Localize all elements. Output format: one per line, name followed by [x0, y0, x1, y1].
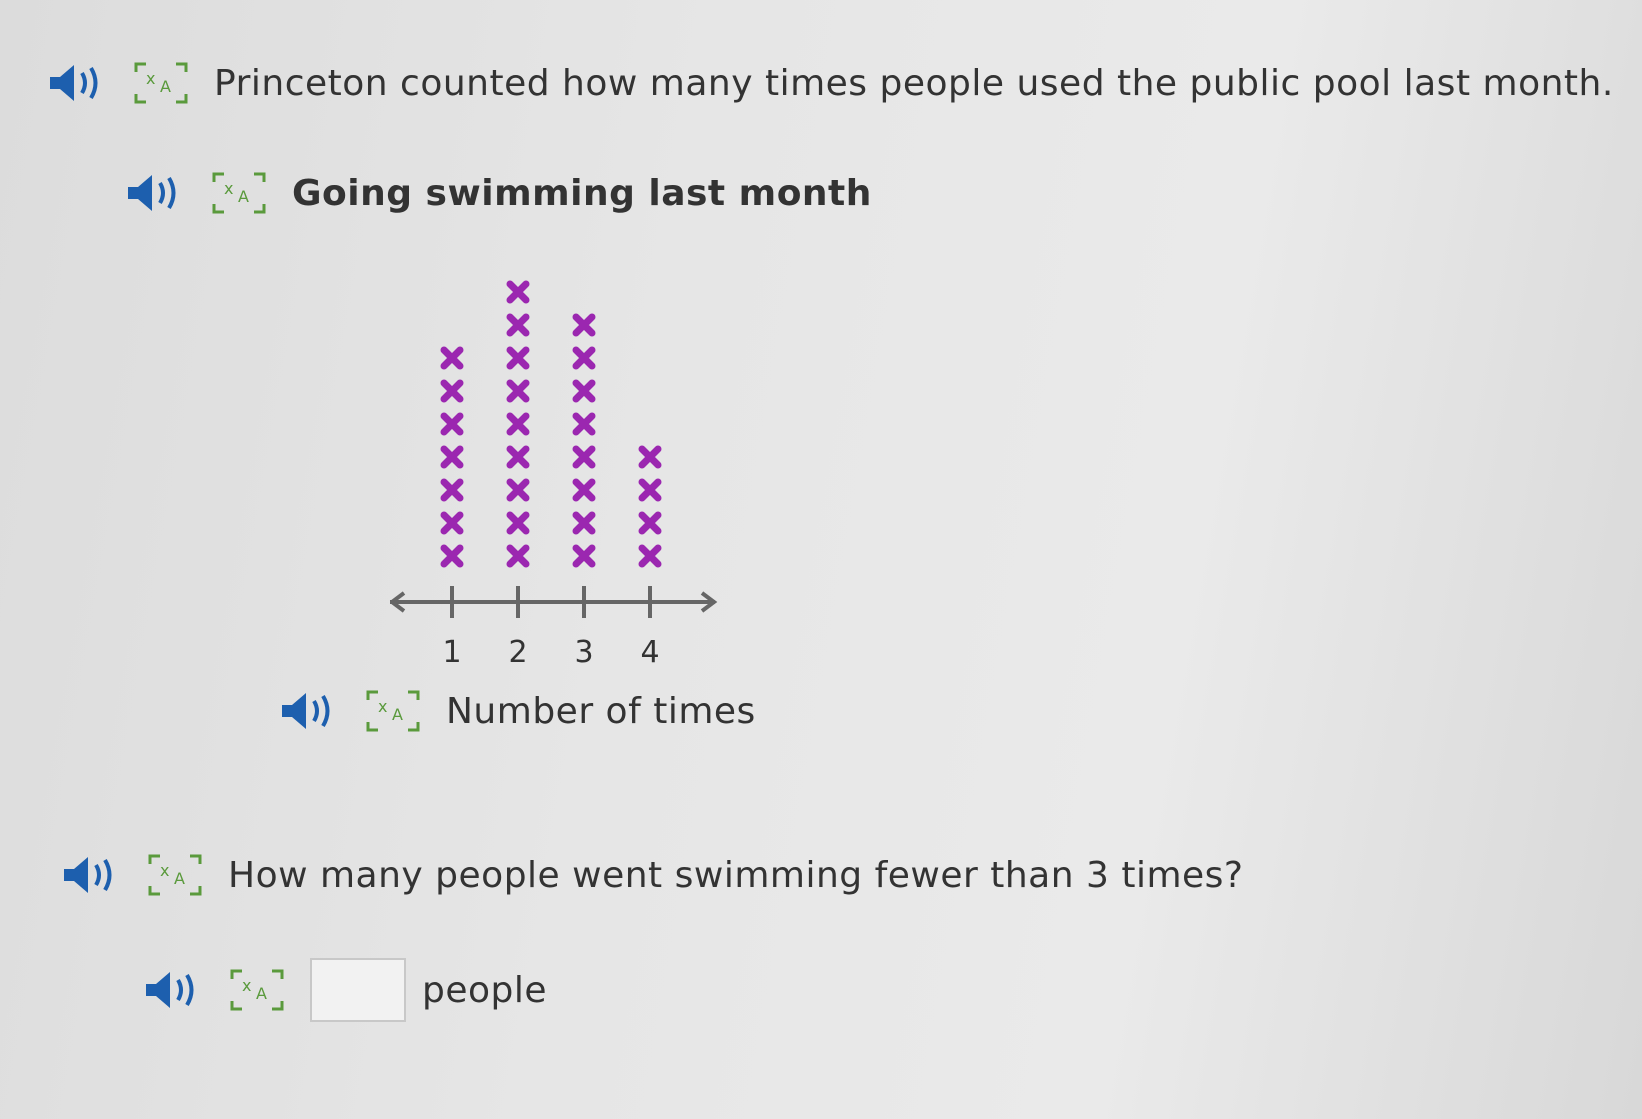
- tick-label: 4: [640, 635, 659, 670]
- svg-text:A: A: [392, 705, 403, 724]
- x-marker: [440, 511, 464, 535]
- x-marker: [506, 544, 530, 568]
- x-axis-label: Number of times: [446, 690, 756, 732]
- x-marker: [506, 379, 530, 403]
- x-marker: [572, 544, 596, 568]
- x-marker: [506, 280, 530, 304]
- svg-text:x: x: [160, 861, 169, 880]
- speaker-icon[interactable]: [62, 855, 146, 895]
- x-marker: [440, 346, 464, 370]
- x-marker: [572, 313, 596, 337]
- tick-label: 3: [574, 635, 593, 670]
- dot-plot: 1 2 3 4: [390, 280, 718, 670]
- speaker-icon[interactable]: [126, 173, 210, 213]
- x-marker: [572, 412, 596, 436]
- question-text: How many people went swimming fewer than…: [228, 854, 1244, 896]
- left-arrow: [390, 591, 406, 613]
- right-arrow: [700, 591, 718, 613]
- x-marker: [638, 511, 662, 535]
- x-marker: [506, 511, 530, 535]
- chart-title: Going swimming last month: [292, 172, 872, 214]
- x-marker: [638, 445, 662, 469]
- answer-unit: people: [422, 969, 548, 1011]
- x-marker: [440, 379, 464, 403]
- answer-input[interactable]: [310, 958, 406, 1022]
- question-intro: Princeton counted how many times people …: [214, 62, 1614, 104]
- x-marker: [440, 412, 464, 436]
- x-marker: [572, 478, 596, 502]
- x-marker: [440, 445, 464, 469]
- x-marker: [572, 379, 596, 403]
- x-marker: [506, 478, 530, 502]
- svg-text:A: A: [174, 869, 185, 888]
- svg-text:A: A: [256, 984, 267, 1003]
- x-marker: [572, 445, 596, 469]
- svg-text:A: A: [160, 77, 171, 96]
- x-marker: [440, 478, 464, 502]
- speaker-icon[interactable]: [48, 63, 132, 103]
- tick-label: 2: [508, 635, 527, 670]
- x-marker: [440, 544, 464, 568]
- x-marker: [638, 544, 662, 568]
- x-marker: [506, 346, 530, 370]
- svg-text:x: x: [146, 69, 155, 88]
- svg-text:A: A: [238, 187, 249, 206]
- speaker-icon[interactable]: [144, 970, 228, 1010]
- speaker-icon[interactable]: [280, 691, 364, 731]
- x-marker: [506, 412, 530, 436]
- x-marker: [506, 313, 530, 337]
- x-marker: [638, 478, 662, 502]
- x-marker: [572, 511, 596, 535]
- tick-label: 1: [442, 635, 461, 670]
- svg-text:x: x: [242, 976, 251, 995]
- x-marker: [506, 445, 530, 469]
- x-marker: [572, 346, 596, 370]
- svg-text:x: x: [378, 697, 387, 716]
- svg-text:x: x: [224, 179, 233, 198]
